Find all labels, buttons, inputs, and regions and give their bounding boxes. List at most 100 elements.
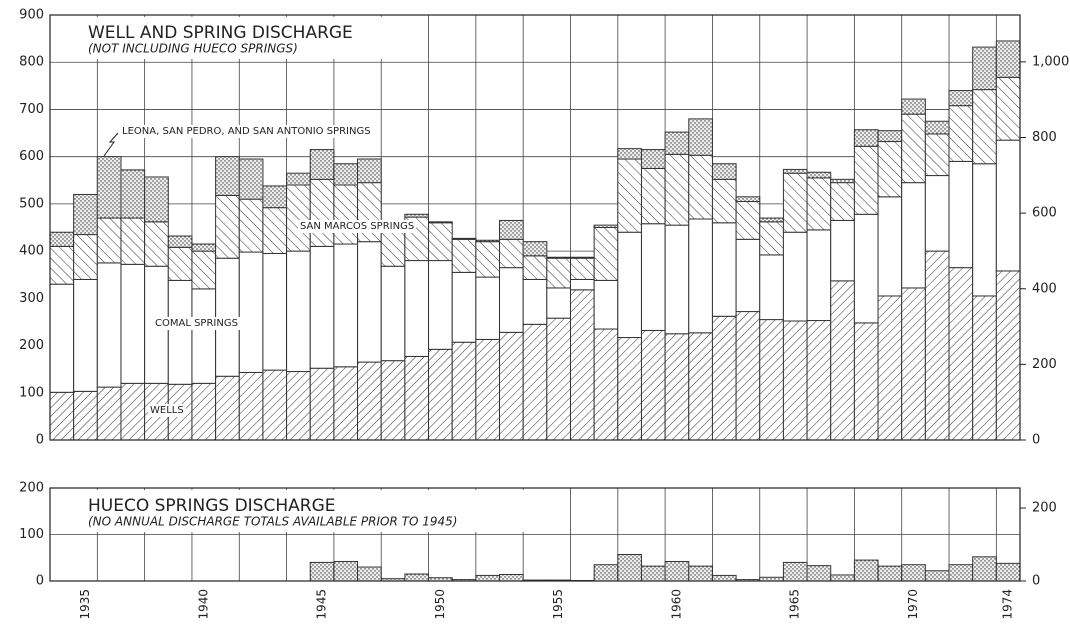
bar-segment: [759, 221, 784, 256]
bar-segment: [806, 171, 832, 179]
bar-segment: [262, 252, 288, 371]
bar-segment: [380, 360, 406, 441]
bar-segment: [617, 231, 642, 339]
bar-segment: [475, 241, 501, 278]
bar-segment: [688, 154, 713, 220]
bar-segment: [640, 149, 666, 169]
chart-title: HUECO SPRINGS DISCHARGE: [88, 496, 335, 516]
bar-segment: [120, 263, 146, 384]
chart-subtitle: (NOT INCLUDING HUECO SPRINGS): [88, 42, 298, 56]
x-tick-label: 1940: [196, 589, 210, 620]
bar-segment: [972, 295, 997, 441]
bar-segment: [948, 267, 974, 441]
bar-segment: [428, 222, 453, 262]
bar-segment: [617, 158, 642, 233]
bar-segment: [215, 156, 240, 196]
bar-segment: [830, 574, 855, 582]
bar-segment: [877, 141, 903, 198]
x-tick-label: 1945: [315, 589, 329, 620]
bar-segment: [499, 331, 524, 441]
y-tick-label: 0: [36, 433, 44, 448]
series-label: LEONA, SAN PEDRO, AND SAN ANTONIO SPRING…: [122, 126, 371, 137]
y2-tick-label: 200: [1032, 357, 1057, 372]
title-box: [80, 490, 550, 532]
bar-segment: [569, 278, 595, 291]
bar-segment: [96, 386, 122, 441]
bar-segment: [357, 361, 382, 441]
bar-segment: [901, 113, 926, 184]
bar-segment: [972, 163, 997, 297]
bar-segment: [593, 564, 619, 582]
bar-segment: [522, 241, 548, 257]
label-box: [120, 125, 373, 138]
bar-segment: [782, 231, 808, 322]
label-box: [153, 317, 240, 330]
bar-segment: [73, 234, 98, 280]
y-tick-label: 300: [19, 291, 44, 306]
bar-segment: [286, 250, 311, 373]
bar-segment: [380, 231, 406, 267]
bar-segment: [877, 196, 903, 297]
x-tick-label: 1950: [433, 589, 447, 620]
bar-segment: [428, 260, 453, 350]
bar-segment: [972, 89, 997, 165]
bar-segment: [333, 366, 359, 441]
bar-segment: [759, 217, 784, 223]
bar-segment: [640, 565, 666, 582]
bar-segment: [451, 271, 477, 343]
bar-segment: [262, 185, 288, 209]
bar-segment: [664, 153, 690, 226]
bar-segment: [688, 118, 713, 156]
bar-segment: [49, 391, 75, 441]
bar-segment: [617, 148, 642, 160]
bar-segment: [924, 133, 950, 177]
bar-segment: [286, 371, 311, 441]
label-pointer: [103, 132, 119, 157]
bar-segment: [806, 177, 832, 231]
x-tick-label: 1970: [906, 589, 920, 620]
bar-segment: [806, 320, 832, 441]
bar-segment: [948, 90, 974, 107]
bar-segment: [735, 196, 761, 203]
bar-segment: [688, 565, 713, 582]
bar-segment: [924, 570, 950, 582]
y2-tick-label: 200: [1032, 501, 1057, 516]
bar-segment: [333, 163, 359, 186]
label-box: [148, 404, 186, 417]
bar-segment: [924, 250, 950, 441]
bar-segment: [948, 160, 974, 269]
bar-segment: [830, 182, 855, 221]
bar-segment: [49, 245, 75, 285]
bar-segment: [499, 573, 524, 582]
y-tick-label: 900: [19, 8, 44, 23]
bar-segment: [96, 262, 122, 388]
bar-segment: [569, 256, 595, 259]
bar-segment: [167, 235, 193, 248]
bar-segment: [782, 561, 808, 582]
bar-segment: [711, 222, 737, 317]
bar-segment: [995, 76, 1021, 141]
bar-segment: [286, 172, 311, 186]
bar-segment: [144, 221, 169, 267]
bar-segment: [853, 145, 879, 215]
bar-segment: [995, 562, 1021, 582]
plot-frame: [49, 14, 1021, 441]
y2-tick-label: 0: [1032, 574, 1040, 589]
bar-segment: [73, 278, 98, 392]
bar-segment: [806, 565, 832, 582]
bar-segment: [238, 198, 264, 253]
bar-segment: [901, 564, 926, 582]
chart-title: WELL AND SPRING DISCHARGE: [88, 23, 353, 43]
bar-segment: [309, 178, 335, 247]
bar-segment: [995, 139, 1021, 272]
bar-segment: [593, 328, 619, 441]
bar-segment: [901, 98, 926, 115]
bar-segment: [546, 257, 571, 289]
bar-segment: [215, 194, 240, 259]
bar-segment: [309, 561, 335, 582]
bar-segment: [924, 175, 950, 252]
bar-segment: [357, 566, 382, 582]
bar-segment: [499, 238, 524, 269]
bar-segment: [569, 289, 595, 441]
bar-segment: [451, 238, 477, 273]
